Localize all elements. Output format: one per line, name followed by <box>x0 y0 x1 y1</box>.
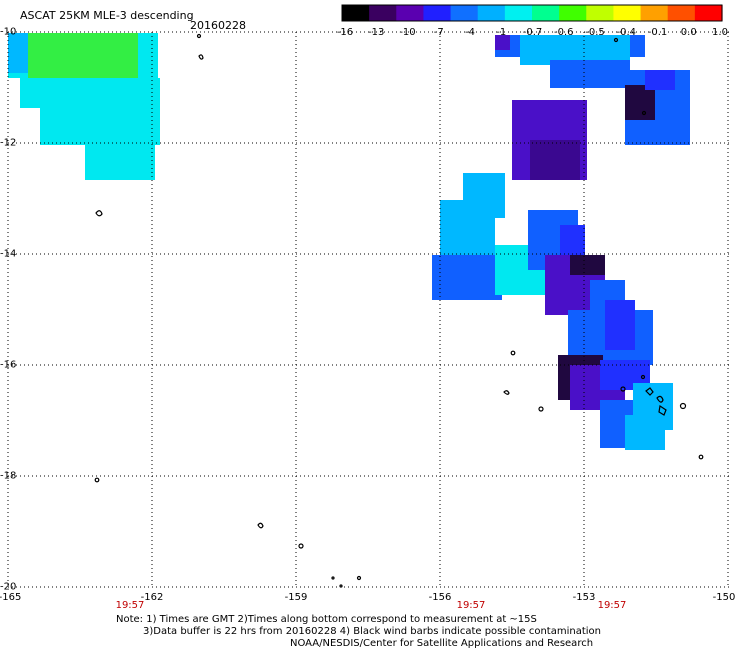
swath-cell <box>40 105 160 145</box>
island <box>538 406 544 412</box>
island <box>656 395 664 403</box>
swath-cell <box>605 300 635 350</box>
colorbar-segment <box>532 5 560 21</box>
lon-label: -150 <box>712 592 736 603</box>
island <box>698 454 704 460</box>
colorbar-segment <box>396 5 425 21</box>
swath-cell <box>8 33 28 73</box>
island <box>645 387 654 396</box>
lon-label: -156 <box>428 592 452 603</box>
colorbar-segment <box>423 5 452 21</box>
map-title: ASCAT 25KM MLE-3 descending <box>20 9 194 22</box>
island <box>356 575 362 581</box>
lat-label: -12 <box>0 137 17 149</box>
colorbar-segment <box>694 5 723 21</box>
wind-swaths <box>8 33 690 450</box>
colorbar-label: -10 <box>399 27 416 38</box>
island <box>658 404 667 416</box>
time-label: 19:57 <box>456 600 486 611</box>
island-outlines <box>94 33 704 588</box>
swath-cell <box>530 140 580 180</box>
island <box>640 374 646 380</box>
colorbar-label: -0.7 <box>522 27 543 38</box>
colorbar-segment <box>450 5 479 21</box>
island <box>95 210 103 217</box>
swath-cell <box>645 70 675 90</box>
colorbar-segment <box>667 5 696 21</box>
island <box>339 584 343 588</box>
swath-cell <box>20 78 160 108</box>
note-line-3: NOAA/NESDIS/Center for Satellite Applica… <box>290 638 594 649</box>
colorbar-segment <box>559 5 587 21</box>
swath-cell <box>625 415 665 450</box>
colorbar-label: -0.4 <box>616 27 637 38</box>
colorbar-segment <box>586 5 615 21</box>
colorbar-label: -7 <box>433 27 444 38</box>
island <box>510 350 516 356</box>
time-label: 19:57 <box>115 600 145 611</box>
colorbar-segment <box>613 5 642 21</box>
swath-northeast <box>495 35 690 180</box>
colorbar-label: -1 <box>496 27 507 38</box>
island <box>641 110 647 116</box>
swath-cell <box>570 255 605 275</box>
island <box>620 386 626 392</box>
island <box>298 543 304 549</box>
colorbar-label: 1.0 <box>712 27 728 38</box>
colorbar-segment <box>342 5 370 21</box>
colorbar-label: -13 <box>368 27 385 38</box>
swath-south <box>558 355 673 450</box>
swath-cell <box>85 140 155 180</box>
colorbar-border <box>341 4 723 22</box>
island <box>679 402 687 410</box>
colorbar-label: -4 <box>465 27 475 38</box>
lat-label: -14 <box>0 248 17 260</box>
island <box>94 477 100 483</box>
swath-cell <box>495 35 510 50</box>
colorbar <box>341 4 723 22</box>
colorbar-label: 0.0 <box>680 27 697 38</box>
lon-label: -162 <box>140 592 164 603</box>
note-line-1: Note: 1) Times are GMT 2)Times along bot… <box>116 614 537 625</box>
lat-label: -18 <box>0 470 17 482</box>
island <box>331 576 335 580</box>
swath-cell <box>625 85 655 120</box>
colorbar-segment <box>640 5 669 21</box>
lat-label: -10 <box>0 26 17 38</box>
lat-label: -20 <box>0 581 17 593</box>
colorbar-label: -0.1 <box>647 27 668 38</box>
lat-label: -16 <box>0 359 17 371</box>
swath-cell <box>432 255 502 300</box>
island <box>503 390 510 395</box>
island <box>196 33 202 39</box>
swath-northwest <box>8 33 160 180</box>
map-date: 20160228 <box>190 19 246 32</box>
colorbar-label: -16 <box>336 27 354 38</box>
island <box>613 37 619 43</box>
colorbar-segment <box>504 5 533 21</box>
swath-cell <box>550 60 630 88</box>
island <box>257 522 264 529</box>
lon-label: -159 <box>284 592 308 603</box>
colorbar-segment <box>477 5 506 21</box>
island <box>198 54 204 60</box>
colorbar-segment <box>369 5 397 21</box>
map-gridlines <box>7 31 730 588</box>
time-label: 19:57 <box>597 600 627 611</box>
lon-label: -165 <box>0 592 22 603</box>
colorbar-label: -0.5 <box>585 27 605 38</box>
swath-cell <box>440 200 495 260</box>
swath-central <box>432 173 653 365</box>
note-line-2: 3)Data buffer is 22 hrs from 20160228 4)… <box>143 626 601 637</box>
colorbar-label: -0.6 <box>553 27 574 38</box>
lon-label: -153 <box>572 592 596 603</box>
